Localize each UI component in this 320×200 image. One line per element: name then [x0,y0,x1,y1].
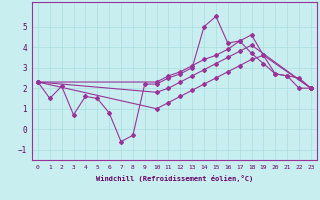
X-axis label: Windchill (Refroidissement éolien,°C): Windchill (Refroidissement éolien,°C) [96,175,253,182]
